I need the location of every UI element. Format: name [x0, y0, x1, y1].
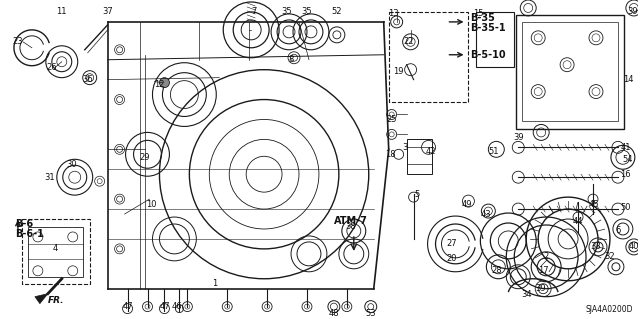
Bar: [22, 219, 90, 284]
Text: 43: 43: [481, 210, 492, 219]
Text: 44: 44: [573, 217, 583, 226]
Text: 16: 16: [621, 170, 631, 179]
Text: B-5-10: B-5-10: [470, 50, 506, 60]
Bar: [388, 12, 468, 101]
Text: 3: 3: [402, 143, 407, 152]
Text: 8: 8: [289, 55, 294, 64]
Text: 1: 1: [212, 279, 217, 288]
Text: B-6-1: B-6-1: [15, 229, 44, 239]
Circle shape: [159, 78, 170, 88]
Text: 40: 40: [628, 242, 639, 251]
Text: 42: 42: [426, 147, 436, 156]
Text: 6: 6: [615, 226, 621, 235]
Text: 52: 52: [332, 7, 342, 17]
Text: 22: 22: [403, 37, 414, 46]
Text: 39: 39: [513, 133, 524, 142]
Text: 35: 35: [301, 7, 312, 17]
Text: 53: 53: [365, 309, 376, 318]
Text: 32: 32: [605, 252, 615, 261]
Text: 30: 30: [67, 160, 77, 169]
Text: 19: 19: [394, 67, 404, 76]
Text: 46: 46: [172, 302, 182, 311]
Text: 31: 31: [45, 173, 55, 182]
Text: 28: 28: [491, 266, 502, 275]
Text: 5: 5: [414, 189, 419, 199]
Text: 11: 11: [56, 7, 67, 17]
Text: 14: 14: [623, 75, 633, 84]
Text: 45: 45: [589, 200, 599, 209]
Text: 33: 33: [591, 242, 602, 251]
Text: 15: 15: [473, 10, 484, 19]
Bar: [516, 15, 624, 130]
Text: 49: 49: [461, 200, 472, 209]
Bar: [476, 12, 515, 67]
Text: 17: 17: [538, 266, 548, 275]
Text: 39: 39: [628, 7, 638, 17]
Text: 41: 41: [621, 143, 631, 152]
Text: 34: 34: [521, 290, 532, 299]
Text: B-35: B-35: [470, 13, 495, 23]
Text: 27: 27: [446, 239, 457, 249]
Text: SJA4A0200D: SJA4A0200D: [586, 305, 633, 314]
Text: 7: 7: [252, 7, 257, 17]
Text: 38: 38: [346, 222, 356, 232]
Text: B-6: B-6: [15, 219, 33, 229]
Text: 23: 23: [13, 37, 23, 46]
Text: 25: 25: [387, 115, 397, 124]
Text: 37: 37: [102, 7, 113, 17]
Text: 2: 2: [543, 252, 548, 261]
Text: 51: 51: [488, 147, 499, 156]
Text: 36: 36: [83, 75, 93, 84]
Polygon shape: [35, 294, 48, 304]
Text: 47: 47: [159, 302, 170, 311]
Text: 26: 26: [47, 63, 57, 72]
Text: 54: 54: [623, 155, 633, 164]
Text: 35: 35: [282, 7, 292, 17]
Bar: [522, 22, 618, 122]
Text: 47: 47: [122, 302, 133, 311]
Bar: [28, 227, 83, 277]
Text: FR.: FR.: [48, 296, 65, 305]
Text: 48: 48: [328, 309, 339, 318]
Text: 10: 10: [146, 200, 157, 209]
Text: 13: 13: [388, 10, 399, 19]
Text: 20: 20: [446, 254, 457, 263]
Text: 29: 29: [140, 153, 150, 162]
Text: 12: 12: [154, 80, 164, 89]
Text: B-35-1: B-35-1: [470, 23, 506, 33]
Text: 4: 4: [52, 244, 58, 253]
Text: 18: 18: [385, 150, 396, 159]
Bar: [406, 139, 431, 174]
Text: 50: 50: [621, 203, 631, 211]
Text: ATM-7: ATM-7: [334, 216, 368, 226]
Text: 39: 39: [535, 284, 545, 293]
